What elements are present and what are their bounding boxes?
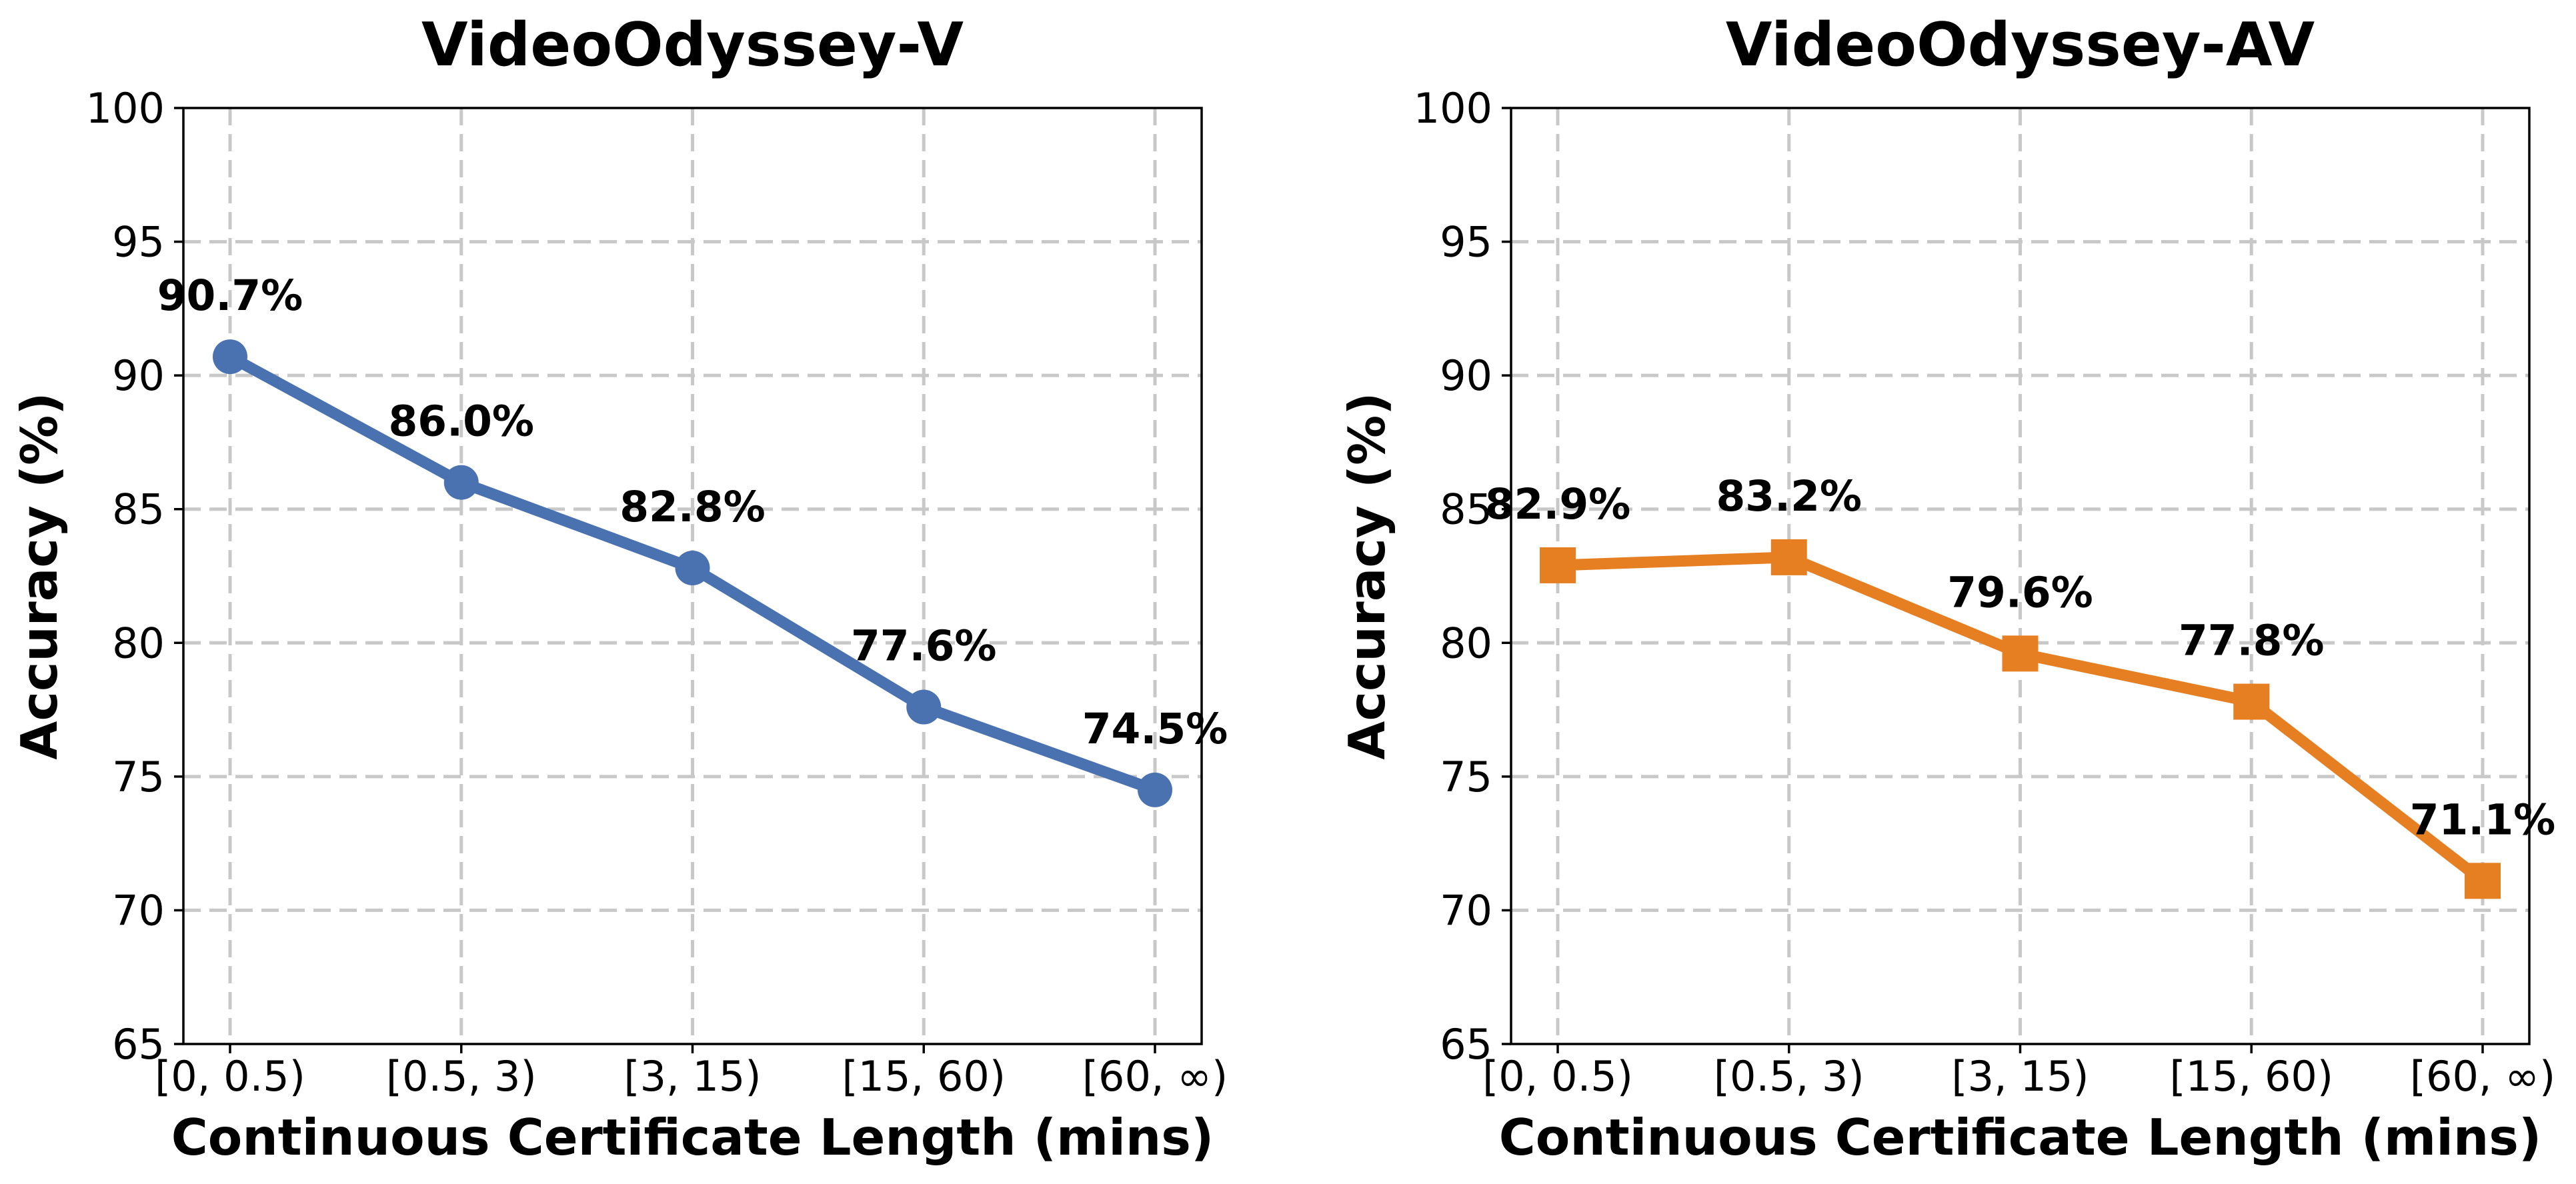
- data-point-circle: [213, 339, 247, 375]
- x-tick-label: [0, 0.5): [155, 1052, 305, 1101]
- y-tick-label: 65: [112, 1020, 165, 1069]
- data-point-square: [2002, 635, 2039, 672]
- x-tick-label: [15, 60): [842, 1052, 1006, 1101]
- x-axis-label: Continuous Certificate Length (mins): [1499, 1108, 2541, 1167]
- chart-title: VideoOdyssey-V: [421, 10, 964, 80]
- x-tick-label: [60, ∞): [2410, 1052, 2555, 1101]
- y-tick-label: 70: [112, 886, 165, 935]
- y-tick-label: 75: [1440, 753, 1492, 801]
- chart-title: VideoOdyssey-AV: [1726, 10, 2315, 80]
- data-point-circle: [443, 465, 479, 500]
- chart-panel-2: 65 70 75 80 85 90 95 100 [0, 0.5) [0.5, 3) [3, 15)…: [1338, 10, 2555, 1167]
- y-tick-label: 95: [112, 218, 165, 267]
- data-label: 79.6%: [1947, 568, 2093, 617]
- x-tick-label: [0.5, 3): [386, 1052, 537, 1101]
- y-tick-label: 80: [1440, 619, 1492, 667]
- y-tick-label: 75: [112, 753, 165, 801]
- y-tick-label: 80: [112, 619, 165, 667]
- y-axis-label: Accuracy (%): [10, 392, 69, 759]
- x-tick-label: [3, 15): [1951, 1052, 2089, 1101]
- x-tick-label: [0.5, 3): [1714, 1052, 1864, 1101]
- x-axis-label: Continuous Certificate Length (mins): [171, 1108, 1214, 1167]
- x-tick-label: [60, ∞): [1082, 1052, 1228, 1101]
- data-label: 74.5%: [1082, 705, 1228, 753]
- data-point-square: [2465, 863, 2501, 899]
- y-tick-label: 100: [86, 84, 165, 133]
- y-axis-label: Accuracy (%): [1338, 392, 1396, 759]
- y-tick-label: 90: [1440, 351, 1492, 400]
- data-point-circle: [906, 689, 942, 725]
- data-label: 86.0%: [388, 397, 534, 446]
- x-tick-label: [15, 60): [2169, 1052, 2333, 1101]
- y-tick-label: 85: [1440, 485, 1492, 534]
- data-point-circle: [675, 550, 710, 585]
- y-tick-label: 100: [1414, 84, 1492, 133]
- y-tick-label: 65: [1440, 1020, 1492, 1069]
- data-point-square: [1540, 547, 1576, 583]
- data-point-circle: [1138, 772, 1172, 807]
- y-tick-label: 85: [112, 485, 165, 534]
- data-label: 71.1%: [2410, 795, 2556, 844]
- data-label: 77.6%: [851, 622, 997, 671]
- x-tick-label: [3, 15): [623, 1052, 761, 1101]
- y-tick-label: 90: [112, 351, 165, 400]
- data-label: 77.8%: [2179, 617, 2325, 665]
- data-point-square: [1770, 539, 1807, 575]
- x-tick-label: [0, 0.5): [1482, 1052, 1633, 1101]
- data-point-square: [2233, 683, 2270, 720]
- data-label: 82.8%: [619, 483, 766, 531]
- y-tick-label: 95: [1440, 218, 1492, 267]
- data-label: 83.2%: [1716, 472, 1862, 521]
- chart-panel-1: 65 70 75 80 85 90 95 100 [0, 0.5) [0.5, 3) [3, 15)…: [10, 10, 1228, 1167]
- data-label: 82.9%: [1485, 480, 1631, 529]
- y-tick-label: 70: [1440, 886, 1492, 935]
- data-label: 90.7%: [157, 271, 303, 320]
